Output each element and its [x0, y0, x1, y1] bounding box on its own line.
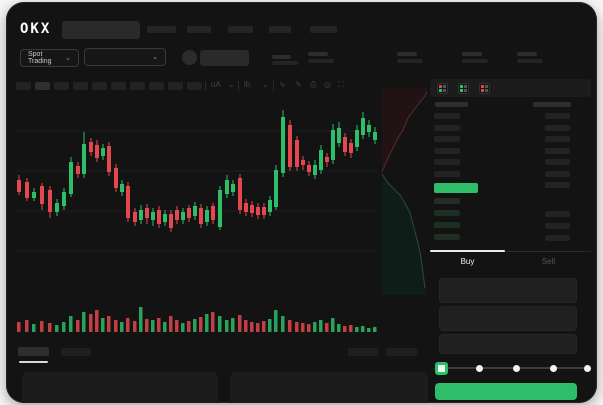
nav-item-2[interactable] [187, 26, 211, 33]
interval-button[interactable] [35, 82, 50, 90]
stat-label [517, 52, 537, 56]
interval-button[interactable] [111, 82, 126, 90]
orders-panel[interactable] [22, 372, 218, 403]
orderbook-mode-bids-icon[interactable] [458, 83, 469, 94]
ask-amount-bar [545, 181, 570, 188]
slider-stop[interactable] [550, 364, 557, 372]
chevron-down-icon[interactable]: ⌄ [228, 80, 235, 89]
indicators-icon[interactable]: uA [211, 80, 221, 89]
market-type-dropdown[interactable]: Spot Trading ⌄ [20, 49, 79, 67]
ask-amount-bar [545, 147, 570, 154]
pair-selector-dropdown[interactable]: ⌄ [84, 48, 166, 66]
ask-price-bar [434, 113, 460, 119]
tab-buy[interactable]: Buy [460, 257, 475, 266]
last-price-badge[interactable] [434, 183, 478, 193]
amount-slider-handle[interactable] [435, 361, 448, 375]
ask-price-bar [434, 147, 460, 154]
interval-button[interactable] [168, 82, 183, 90]
app-window: OKX Spot Trading ⌄ ⌄ uA ⌄ lb ⌄ ∿ ✎ ⎙ ◎ ⛶ [6, 2, 597, 403]
interval-button[interactable] [54, 82, 69, 90]
orderbook-col-amount-header [533, 102, 571, 107]
ask-amount-bar [545, 170, 570, 177]
chevron-down-icon: ⌄ [65, 55, 71, 62]
buy-tab-underline [430, 250, 505, 252]
active-tab-underline [19, 361, 48, 363]
stat-value [397, 59, 423, 63]
market-type-label: Spot Trading [28, 51, 52, 65]
stat-value [462, 59, 488, 63]
ask-amount-bar [545, 159, 570, 165]
toolbar-divider [238, 81, 239, 91]
orderbook-mode-both-icon[interactable] [437, 83, 448, 94]
tab-divider [430, 251, 591, 252]
bottom-tab[interactable] [61, 348, 91, 356]
stat-value [308, 59, 334, 63]
draw-icon[interactable]: ✎ [295, 80, 302, 89]
volume-chart[interactable] [14, 300, 378, 334]
interval-button[interactable] [149, 82, 164, 90]
interval-button[interactable] [92, 82, 107, 90]
ask-price-bar [434, 136, 460, 142]
slider-stop[interactable] [513, 364, 520, 372]
nav-item-1[interactable] [147, 26, 176, 33]
interval-button[interactable] [73, 82, 88, 90]
interval-button[interactable] [187, 82, 202, 90]
orderbook-col-price-header [435, 102, 468, 107]
bid-price-bar [434, 234, 460, 240]
bid-price-bar [434, 198, 460, 204]
bottom-tab-active[interactable] [18, 347, 49, 356]
stat-value [517, 59, 543, 63]
line-style-icon[interactable]: ∿ [279, 80, 286, 89]
account-button[interactable] [200, 50, 249, 66]
bid-amount-bar [545, 211, 570, 217]
ask-price-bar [434, 124, 460, 131]
candlestick-chart[interactable] [14, 100, 378, 305]
slider-stop[interactable] [584, 364, 591, 372]
trade-input[interactable] [439, 306, 577, 331]
orderbook-mode-asks-icon[interactable] [479, 83, 490, 94]
toolbar-divider [205, 81, 206, 91]
depth-chart[interactable] [380, 88, 430, 295]
ask-amount-bar [545, 136, 570, 142]
ask-amount-bar [545, 113, 570, 119]
stat-label [397, 52, 417, 56]
history-panel[interactable] [230, 372, 428, 403]
slider-stop[interactable] [476, 364, 483, 372]
range-control[interactable] [348, 348, 378, 356]
bid-price-bar [434, 210, 460, 216]
price-line-placeholder [272, 61, 298, 65]
fullscreen-icon[interactable]: ⛶ [338, 80, 344, 89]
tab-sell[interactable]: Sell [541, 257, 556, 266]
stat-label [462, 52, 482, 56]
settings-gear-icon[interactable]: ◎ [324, 80, 331, 89]
orderbook-header [430, 79, 591, 97]
trade-input[interactable] [439, 278, 577, 303]
stat-label [308, 52, 328, 56]
trade-input[interactable] [439, 334, 577, 354]
okx-logo: OKX [20, 21, 52, 37]
price-line-placeholder [272, 55, 291, 59]
interval-button[interactable] [16, 82, 31, 90]
ask-amount-bar [545, 124, 570, 131]
range-control[interactable] [386, 348, 417, 356]
interval-button[interactable] [130, 82, 145, 90]
ask-price-bar [434, 159, 460, 165]
bid-amount-bar [545, 223, 570, 229]
camera-icon[interactable]: ⎙ [310, 80, 317, 89]
ask-price-bar [434, 170, 460, 177]
bid-price-bar [434, 222, 460, 228]
chevron-down-icon: ⌄ [152, 54, 158, 61]
avatar[interactable] [182, 50, 197, 65]
compare-icon[interactable]: lb [244, 80, 251, 89]
nav-item-3[interactable] [228, 26, 253, 33]
search-input[interactable] [62, 21, 140, 39]
toolbar-divider [273, 81, 274, 91]
nav-item-4[interactable] [269, 26, 291, 33]
nav-item-5[interactable] [310, 26, 337, 33]
bid-amount-bar [545, 235, 570, 241]
buy-submit-button[interactable] [435, 383, 577, 400]
chevron-down-icon[interactable]: ⌄ [262, 80, 269, 89]
